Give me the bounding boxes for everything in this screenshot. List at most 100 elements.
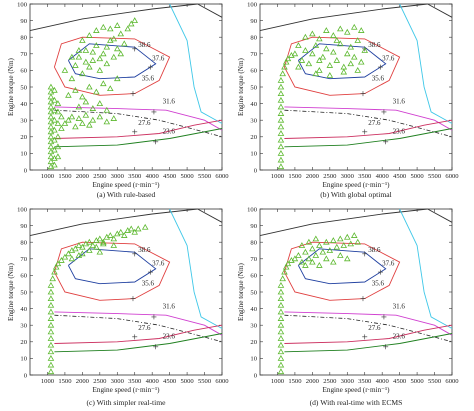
data-point [107, 25, 114, 32]
contour-line-6 [54, 128, 223, 148]
contour-line-5 [54, 311, 223, 336]
data-point [96, 235, 104, 242]
data-point [284, 55, 292, 62]
data-point [68, 53, 76, 60]
data-point [316, 66, 323, 73]
contour-marker [130, 91, 136, 97]
contour-line-5 [284, 106, 453, 131]
data-point [103, 43, 111, 50]
data-point [277, 116, 285, 123]
data-point [47, 361, 55, 368]
x-tick-label: 6000 [445, 173, 459, 180]
data-point [326, 247, 334, 253]
data-point [302, 262, 309, 268]
x-tick-label: 2500 [93, 173, 107, 180]
data-point [319, 248, 327, 255]
data-point [47, 341, 55, 348]
contour-label: 23.6 [393, 127, 406, 135]
data-point [58, 125, 65, 131]
y-tick-label: 50 [20, 84, 27, 91]
y-tick-label: 30 [20, 323, 27, 330]
contour-label: 37.6 [152, 259, 165, 267]
data-point [312, 42, 320, 48]
x-tick-label: 4000 [376, 378, 390, 385]
y-tick-label: 80 [250, 240, 257, 247]
data-point [312, 70, 320, 77]
data-point [47, 133, 55, 140]
data-point [277, 163, 285, 170]
data-point [357, 58, 365, 65]
data-point [326, 71, 334, 78]
data-point [291, 255, 299, 262]
contour-line-5 [54, 106, 223, 131]
contour-marker [377, 64, 383, 70]
data-point [120, 232, 128, 238]
data-point [117, 30, 125, 37]
data-point [47, 153, 55, 160]
dash-dot-line [54, 314, 223, 343]
contour-marker [362, 334, 368, 340]
data-point [298, 57, 306, 63]
data-point [277, 301, 285, 308]
data-point [330, 48, 337, 55]
data-point [93, 243, 100, 250]
data-point [72, 86, 79, 93]
data-point [51, 136, 58, 143]
contour-label: 38.6 [138, 246, 151, 254]
x-axis-label: Engine speed (r·min⁻¹) [92, 386, 160, 394]
contour-label: 38.6 [368, 41, 381, 49]
data-point [65, 116, 72, 123]
data-point [347, 240, 355, 247]
data-point [277, 354, 285, 361]
data-point [337, 25, 344, 32]
data-point [72, 245, 79, 252]
contour-line-2 [283, 241, 401, 301]
y-tick-label: 50 [250, 289, 257, 296]
contour-marker [130, 296, 136, 302]
data-point [96, 55, 104, 62]
x-axis-label: Engine speed (r·min⁻¹) [92, 181, 160, 189]
y-tick-label: 90 [20, 18, 27, 25]
y-tick-label: 20 [250, 134, 257, 141]
contour-line-7 [54, 119, 223, 139]
contour-label: 23.6 [163, 127, 176, 135]
data-point [82, 111, 90, 118]
data-point [72, 123, 79, 130]
data-point [284, 260, 292, 267]
data-point [277, 110, 285, 116]
data-point [316, 35, 323, 42]
data-point [75, 47, 83, 53]
y-tick-label: 100 [17, 1, 28, 8]
data-point [330, 32, 337, 38]
data-point [58, 257, 65, 263]
x-tick-label: 2500 [93, 378, 107, 385]
data-point [282, 58, 290, 65]
data-point [86, 121, 93, 128]
data-point [51, 126, 58, 133]
y-tick-label: 30 [250, 118, 257, 125]
y-tick-label: 10 [250, 151, 257, 158]
y-axis-label: Engine torque (Nm) [7, 262, 15, 320]
x-tick-label: 4500 [393, 173, 407, 180]
data-point [51, 161, 58, 168]
data-point [107, 232, 114, 238]
data-point [305, 238, 313, 245]
data-point [110, 235, 118, 242]
contour-marker [132, 129, 138, 135]
data-point [86, 63, 93, 70]
data-point [93, 42, 100, 48]
data-point [113, 75, 121, 82]
data-point [295, 252, 302, 258]
x-tick-label: 4500 [393, 378, 407, 385]
data-point [54, 133, 62, 140]
data-point [330, 258, 337, 265]
y-axis-label: Engine torque (Nm) [7, 57, 15, 115]
contour-line-0 [259, 208, 428, 237]
data-point [277, 130, 285, 136]
data-point [68, 255, 76, 262]
contour-line-2 [53, 36, 171, 96]
data-point [277, 328, 285, 335]
data-point [309, 50, 316, 57]
data-point [68, 113, 76, 120]
contour-marker [151, 314, 157, 320]
